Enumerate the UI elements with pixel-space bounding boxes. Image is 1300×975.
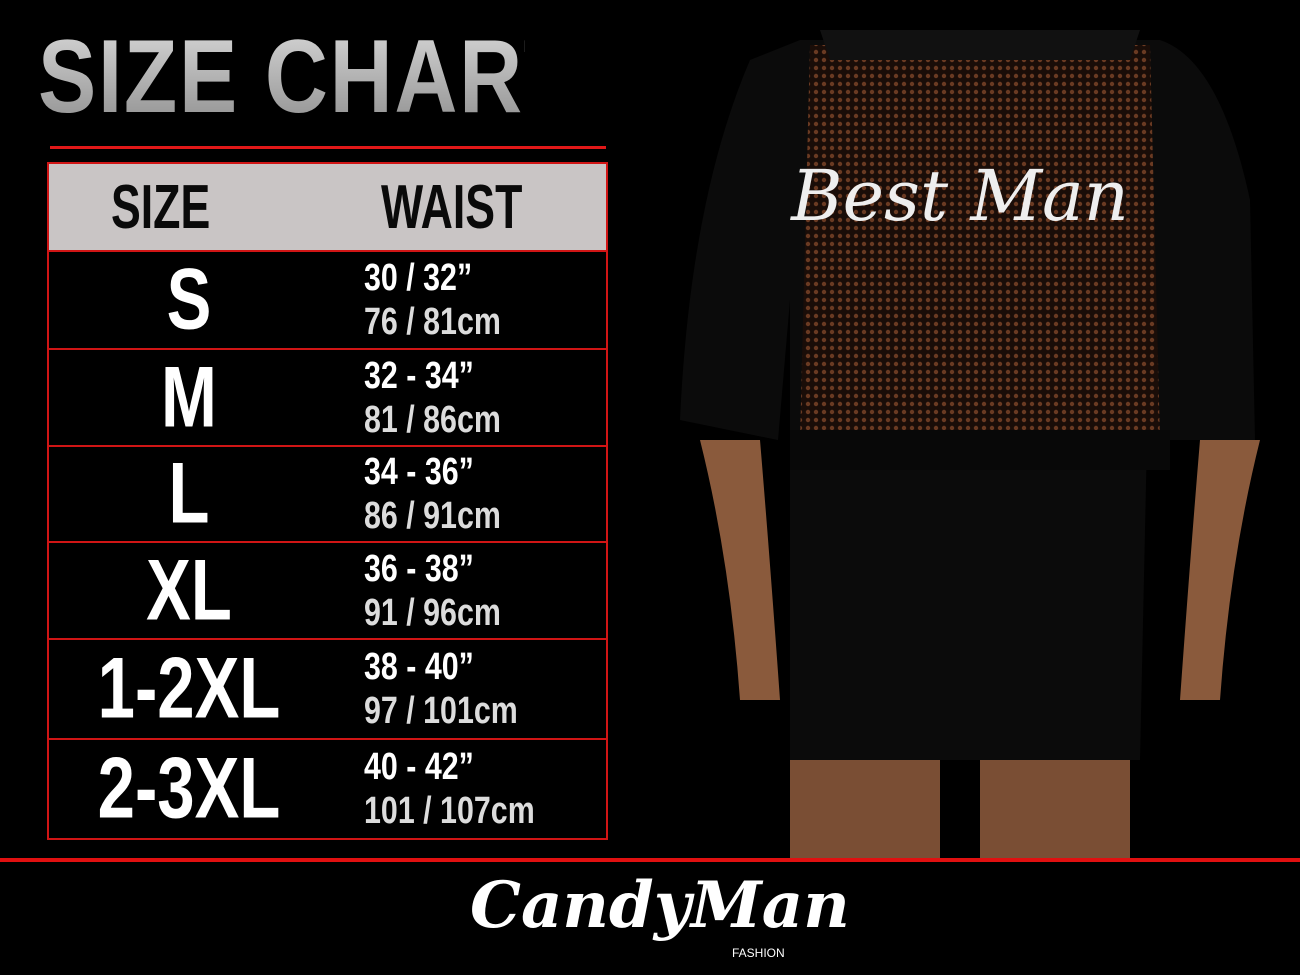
- brand-name: CandyMan: [470, 868, 850, 943]
- size-label: L: [168, 445, 210, 542]
- header-size: SIZE: [111, 172, 211, 242]
- table-row: 2-3XL 40 - 42” 101 / 107cm: [49, 740, 606, 838]
- size-table: SIZE WAIST S 30 / 32” 76 / 81cm M 32 - 34…: [47, 162, 608, 840]
- waist-cm: 81 / 86cm: [364, 398, 501, 441]
- table-row: L 34 - 36” 86 / 91cm: [49, 445, 606, 543]
- table-row: S 30 / 32” 76 / 81cm: [49, 252, 606, 350]
- size-label: 2-3XL: [97, 740, 281, 837]
- footer-divider: [0, 858, 1300, 862]
- waist-cm: 97 / 101cm: [364, 690, 518, 732]
- waist-cm: 91 / 96cm: [364, 591, 501, 634]
- print-text: Best Man: [789, 155, 1129, 237]
- waist-cm: 101 / 107cm: [364, 790, 535, 832]
- waist-cm: 86 / 91cm: [364, 495, 501, 537]
- product-photo: Best Man: [680, 30, 1260, 858]
- table-header: SIZE WAIST: [49, 164, 606, 252]
- waist-inches: 38 - 40”: [364, 646, 474, 688]
- size-label: M: [161, 349, 217, 445]
- title-divider: [50, 146, 606, 149]
- size-label: S: [166, 251, 212, 348]
- waist-inches: 40 - 42”: [364, 746, 474, 788]
- header-waist: WAIST: [381, 172, 523, 242]
- waist-inches: 32 - 34”: [364, 354, 474, 397]
- brand-sub: FASHION: [732, 946, 785, 960]
- waist-inches: 36 - 38”: [364, 547, 474, 590]
- size-label: 1-2XL: [97, 640, 281, 737]
- size-label: XL: [146, 542, 232, 638]
- brand-logo: CandyMan FASHION: [470, 868, 850, 968]
- waist-cm: 76 / 81cm: [364, 301, 501, 343]
- waist-inches: 34 - 36”: [364, 451, 474, 493]
- table-row: 1-2XL 38 - 40” 97 / 101cm: [49, 640, 606, 740]
- page-title: SIZE CHART: [38, 19, 579, 135]
- table-row: XL 36 - 38” 91 / 96cm: [49, 542, 606, 640]
- table-row: M 32 - 34” 81 / 86cm: [49, 349, 606, 447]
- waist-inches: 30 / 32”: [364, 257, 473, 299]
